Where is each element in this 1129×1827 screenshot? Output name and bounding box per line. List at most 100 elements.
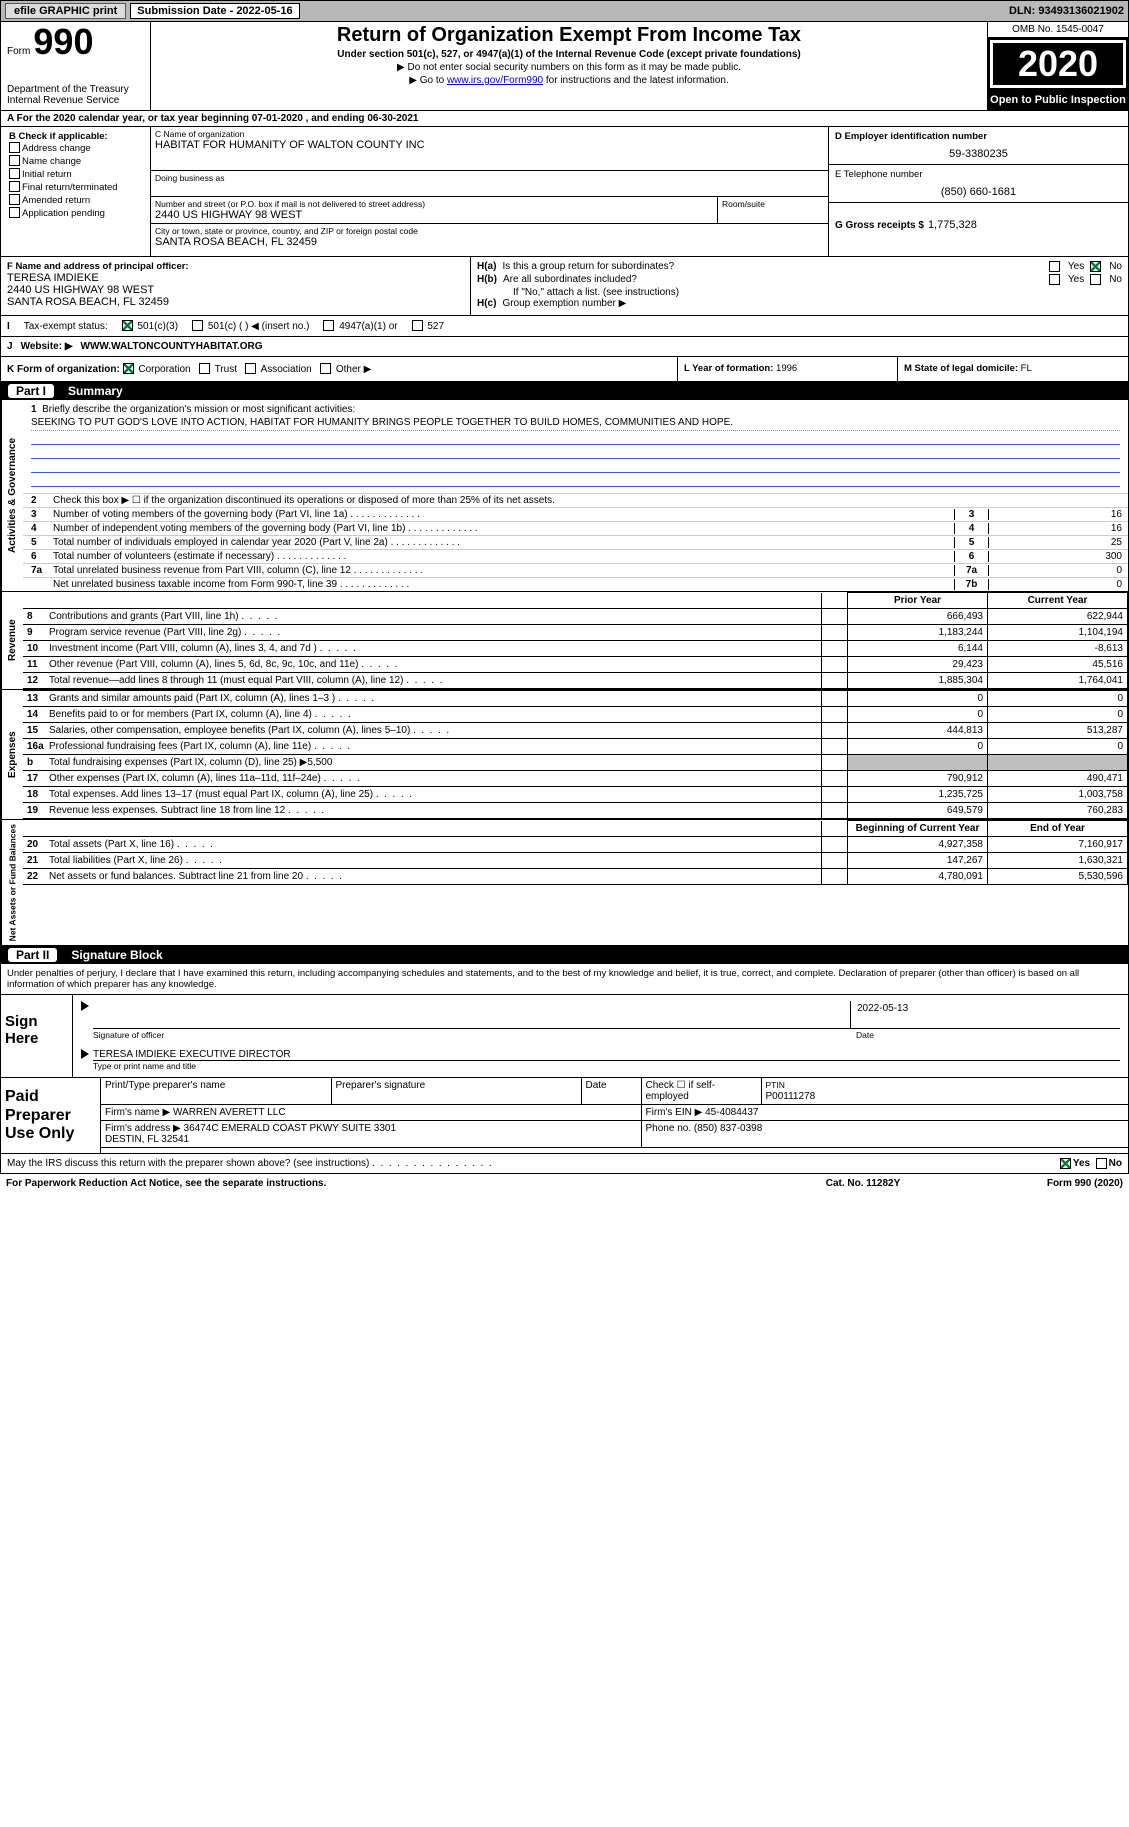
summary-body: Activities & Governance 1 Briefly descri… [0, 400, 1129, 592]
ha-label: Is this a group return for subordinates? [502, 261, 1042, 272]
4947-label: 4947(a)(1) or [339, 321, 397, 332]
ha-no-cb[interactable] [1090, 261, 1101, 272]
part2-title: Signature Block [71, 948, 162, 962]
d-ein-val: 59-3380235 [835, 148, 1122, 160]
sign-date-val: 2022-05-13 [850, 1001, 1120, 1029]
discuss-text: May the IRS discuss this return with the… [7, 1158, 1060, 1169]
sign-here-label: Sign Here [1, 995, 73, 1077]
section-f-h: F Name and address of principal officer:… [0, 257, 1129, 316]
hc-label: Group exemption number ▶ [502, 298, 626, 309]
firm-name-cell: Firm's name ▶ WARREN AVERETT LLC [101, 1105, 641, 1121]
cb-527[interactable] [412, 320, 423, 331]
f-officer-block: F Name and address of principal officer:… [1, 257, 471, 315]
part1-num: Part I [8, 384, 54, 398]
form-subtitle: Under section 501(c), 527, or 4947(a)(1)… [159, 49, 979, 60]
form-word: Form [7, 46, 30, 57]
cb-other[interactable] [320, 363, 331, 374]
hb-no: No [1109, 274, 1122, 285]
tab-expenses: Expenses [1, 690, 23, 819]
revenue-table: Prior Year Current Year 8Contributions a… [23, 592, 1128, 689]
firm-ein-cell: Firm's EIN ▶ 45-4084437 [641, 1105, 1128, 1121]
c-name-block: C Name of organization HABITAT FOR HUMAN… [151, 127, 828, 171]
gov-line: 7aTotal unrelated business revenue from … [23, 563, 1128, 577]
street-block: Number and street (or P.O. box if mail i… [151, 197, 718, 223]
footer-mid: Cat. No. 11282Y [763, 1178, 963, 1189]
penalty-text: Under penalties of perjury, I declare th… [0, 964, 1129, 995]
cb-corp[interactable] [123, 363, 134, 374]
table-row: 14Benefits paid to or for members (Part … [23, 707, 1128, 723]
gov-line: 2Check this box ▶ ☐ if the organization … [23, 493, 1128, 507]
discuss-yes-cb[interactable] [1060, 1158, 1071, 1169]
cb-application-pending[interactable]: Application pending [9, 207, 146, 219]
hb-no-cb[interactable] [1090, 274, 1101, 285]
submission-date-label: Submission Date - 2022-05-16 [130, 3, 299, 19]
form-note-2: ▶ Go to www.irs.gov/Form990 for instruct… [159, 75, 979, 86]
m-label: M State of legal domicile: [904, 363, 1018, 374]
sign-section: Sign Here 2022-05-13 Signature of office… [0, 995, 1129, 1078]
i-prefix: I [7, 321, 10, 332]
discuss-row: May the IRS discuss this return with the… [0, 1154, 1129, 1174]
efile-print-button[interactable]: efile GRAPHIC print [5, 3, 126, 19]
mission-text: SEEKING TO PUT GOD'S LOVE INTO ACTION, H… [31, 417, 1120, 431]
e-label: E Telephone number [835, 169, 1122, 180]
cb-final-return[interactable]: Final return/terminated [9, 181, 146, 193]
cb-initial-return[interactable]: Initial return [9, 168, 146, 180]
table-row: bTotal fundraising expenses (Part IX, co… [23, 755, 1128, 771]
section-b-cdeg: B Check if applicable: Address change Na… [0, 127, 1129, 257]
cb-address-change[interactable]: Address change [9, 142, 146, 154]
e-phone-block: E Telephone number (850) 660-1681 [829, 165, 1128, 203]
rule-line [31, 473, 1120, 487]
firm-phone-cell: Phone no. (850) 837-0398 [641, 1121, 1128, 1148]
i-label: Tax-exempt status: [24, 321, 108, 332]
table-row: 17Other expenses (Part IX, column (A), l… [23, 771, 1128, 787]
hc-prefix: H(c) [477, 298, 496, 309]
expenses-section: Expenses 13Grants and similar amounts pa… [0, 690, 1129, 820]
table-row: 8Contributions and grants (Part VIII, li… [23, 609, 1128, 625]
k-trust: Trust [215, 364, 237, 375]
note2-pre: ▶ Go to [409, 75, 447, 86]
hb-yes-cb[interactable] [1049, 274, 1060, 285]
discuss-no-cb[interactable] [1096, 1158, 1107, 1169]
table-row: 21Total liabilities (Part X, line 26) . … [23, 853, 1128, 869]
date-label: Date [850, 1029, 1120, 1041]
hb-yes: Yes [1068, 274, 1084, 285]
hb-prefix: H(b) [477, 274, 497, 285]
rule-line [31, 459, 1120, 473]
net-table: Beginning of Current Year End of Year 20… [23, 820, 1128, 885]
g-gross-block: G Gross receipts $ 1,775,328 [829, 203, 1128, 235]
j-label: Website: ▶ [21, 341, 73, 352]
open-inspection: Open to Public Inspection [988, 90, 1128, 110]
form-header: Form 990 Department of the Treasury Inte… [0, 22, 1129, 111]
net-section: Net Assets or Fund Balances Beginning of… [0, 820, 1129, 946]
501c3-label: 501(c)(3) [137, 321, 178, 332]
cb-name-change[interactable]: Name change [9, 155, 146, 167]
form-note-1: ▶ Do not enter social security numbers o… [159, 62, 979, 73]
gov-line: 4Number of independent voting members of… [23, 521, 1128, 535]
city-label: City or town, state or province, country… [155, 226, 824, 236]
mission-num: 1 [31, 404, 37, 415]
arrow-icon [81, 1001, 89, 1011]
street-val: 2440 US HIGHWAY 98 WEST [155, 209, 713, 221]
part2-num: Part II [8, 948, 57, 962]
website-row: J Website: ▶ WWW.WALTONCOUNTYHABITAT.ORG [0, 337, 1129, 357]
b-header: B Check if applicable: [9, 131, 146, 142]
cb-amended-return[interactable]: Amended return [9, 194, 146, 206]
h-block: H(a) Is this a group return for subordin… [471, 257, 1128, 315]
d-label: D Employer identification number [835, 131, 1122, 142]
cb-assoc[interactable] [245, 363, 256, 374]
table-row: 11Other revenue (Part VIII, column (A), … [23, 657, 1128, 673]
ha-yes-cb[interactable] [1049, 261, 1060, 272]
table-row: 22Net assets or fund balances. Subtract … [23, 869, 1128, 885]
cb-4947[interactable] [323, 320, 334, 331]
cb-trust[interactable] [199, 363, 210, 374]
paid-h2: Preparer's signature [331, 1078, 581, 1105]
ha-yes: Yes [1068, 261, 1084, 272]
paid-ptin: PTINP00111278 [761, 1078, 1128, 1105]
paid-preparer-section: Paid Preparer Use Only Print/Type prepar… [0, 1078, 1129, 1154]
irs-link[interactable]: www.irs.gov/Form990 [447, 75, 543, 86]
ha-no: No [1109, 261, 1122, 272]
paid-h3: Date [581, 1078, 641, 1105]
501c-label: 501(c) ( ) ◀ (insert no.) [208, 321, 310, 332]
cb-501c[interactable] [192, 320, 203, 331]
cb-501c3[interactable] [122, 320, 133, 331]
